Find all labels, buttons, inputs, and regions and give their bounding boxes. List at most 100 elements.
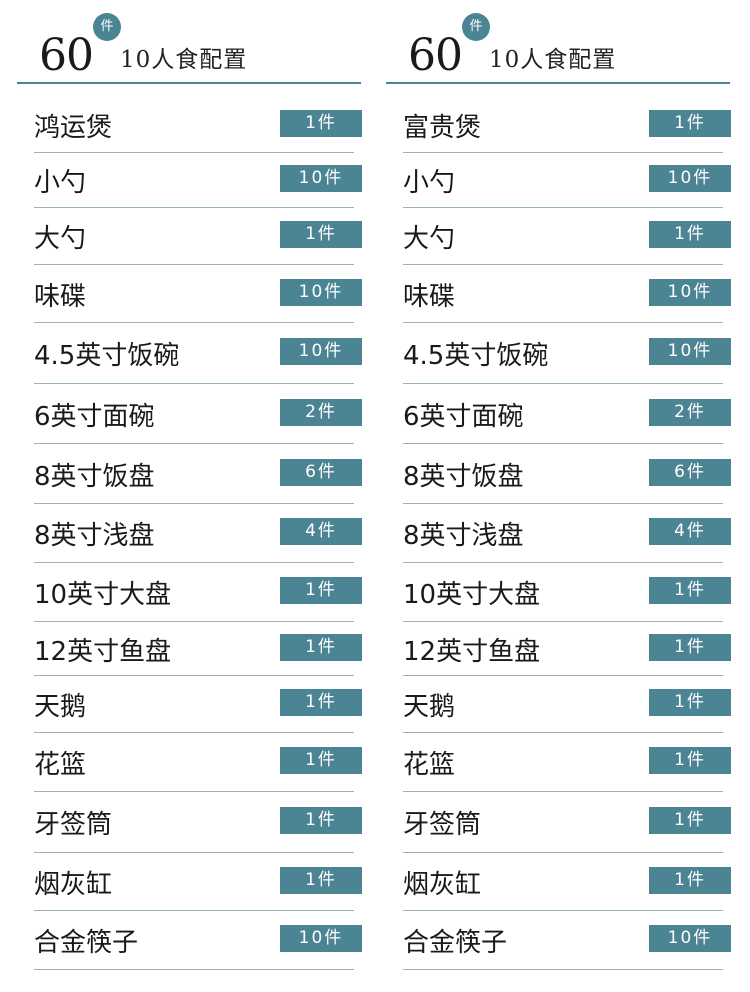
item-name: 8英寸浅盘 xyxy=(403,521,524,551)
list-item: 6英寸面碗 2件 xyxy=(34,384,362,444)
list-item: 牙签筒 1件 xyxy=(34,792,362,853)
row-divider xyxy=(403,852,723,853)
item-name: 味碟 xyxy=(34,281,87,312)
item-quantity-badge: 2件 xyxy=(649,399,731,426)
item-name: 大勺 xyxy=(34,224,87,254)
header-divider xyxy=(386,82,730,84)
item-quantity-badge: 10件 xyxy=(280,338,362,365)
item-quantity-badge: 1件 xyxy=(649,807,731,834)
row-divider xyxy=(34,207,354,208)
list-item: 小勺 10件 xyxy=(34,153,362,208)
list-item: 10英寸大盘 1件 xyxy=(34,563,362,622)
list-item: 富贵煲 1件 xyxy=(403,98,731,153)
item-name: 6英寸面碗 xyxy=(403,401,524,432)
row-divider xyxy=(403,264,723,265)
list-item: 合金筷子 10件 xyxy=(403,911,731,970)
config-subtitle: 10人食配置 xyxy=(120,47,248,73)
list-item: 4.5英寸饭碗 10件 xyxy=(403,323,731,384)
item-quantity-badge: 6件 xyxy=(280,459,362,486)
item-name: 天鹅 xyxy=(34,692,87,722)
item-quantity-badge: 10件 xyxy=(280,925,362,952)
row-divider xyxy=(403,675,723,676)
item-quantity-badge: 1件 xyxy=(649,110,731,137)
item-name: 8英寸饭盘 xyxy=(34,461,155,492)
item-name: 味碟 xyxy=(403,281,456,312)
row-divider xyxy=(34,969,354,970)
list-item: 6英寸面碗 2件 xyxy=(403,384,731,444)
item-quantity-badge: 1件 xyxy=(280,634,362,661)
item-name: 10英寸大盘 xyxy=(403,580,541,610)
row-divider xyxy=(34,621,354,622)
list-item: 4.5英寸饭碗 10件 xyxy=(34,323,362,384)
row-divider xyxy=(403,732,723,733)
item-quantity-badge: 10件 xyxy=(649,279,731,306)
item-name: 小勺 xyxy=(403,168,456,198)
item-quantity-badge: 1件 xyxy=(280,221,362,248)
item-name: 12英寸鱼盘 xyxy=(34,636,172,667)
item-quantity-badge: 10件 xyxy=(649,338,731,365)
item-quantity-badge: 2件 xyxy=(280,399,362,426)
item-name: 牙签筒 xyxy=(403,810,482,840)
list-item: 鸿运煲 1件 xyxy=(34,98,362,153)
item-quantity-badge: 4件 xyxy=(649,518,731,545)
item-name: 天鹅 xyxy=(403,692,456,722)
item-quantity-badge: 1件 xyxy=(280,110,362,137)
item-quantity-badge: 1件 xyxy=(649,221,731,248)
row-divider xyxy=(34,732,354,733)
list-item: 大勺 1件 xyxy=(403,208,731,265)
list-item: 12英寸鱼盘 1件 xyxy=(403,622,731,676)
header-divider xyxy=(17,82,361,84)
item-quantity-badge: 1件 xyxy=(280,689,362,716)
row-divider xyxy=(403,791,723,792)
item-name: 花篮 xyxy=(34,750,87,780)
row-divider xyxy=(34,383,354,384)
item-name: 小勺 xyxy=(34,168,87,198)
list-item: 花篮 1件 xyxy=(403,733,731,792)
column-header: 60 件 10人食配置 xyxy=(17,0,362,84)
list-item: 10英寸大盘 1件 xyxy=(403,563,731,622)
item-quantity-badge: 10件 xyxy=(280,279,362,306)
item-name: 4.5英寸饭碗 xyxy=(403,341,549,371)
list-item: 烟灰缸 1件 xyxy=(34,853,362,911)
item-quantity-badge: 1件 xyxy=(280,867,362,894)
row-divider xyxy=(34,675,354,676)
item-quantity-badge: 1件 xyxy=(649,577,731,604)
row-divider xyxy=(403,562,723,563)
row-divider xyxy=(34,562,354,563)
list-item: 小勺 10件 xyxy=(403,153,731,208)
list-item: 天鹅 1件 xyxy=(34,676,362,733)
piece-count: 60 xyxy=(408,30,463,81)
row-divider xyxy=(34,264,354,265)
item-name: 4.5英寸饭碗 xyxy=(34,341,180,371)
row-divider xyxy=(403,443,723,444)
item-name: 烟灰缸 xyxy=(34,869,113,900)
item-name: 合金筷子 xyxy=(34,928,139,958)
item-quantity-badge: 1件 xyxy=(649,747,731,774)
row-divider xyxy=(403,207,723,208)
row-divider xyxy=(34,503,354,504)
item-name: 8英寸浅盘 xyxy=(34,521,155,551)
item-name: 牙签筒 xyxy=(34,810,113,840)
item-name: 大勺 xyxy=(403,224,456,254)
piece-unit-badge: 件 xyxy=(93,13,121,41)
item-name: 花篮 xyxy=(403,750,456,780)
config-column-left: 60 件 10人食配置 鸿运煲 1件 小勺 10件 大勺 1件 味碟 10件 4.5英寸饭碗 10… xyxy=(17,0,362,992)
row-divider xyxy=(34,152,354,153)
list-item: 味碟 10件 xyxy=(34,265,362,323)
item-quantity-badge: 1件 xyxy=(649,689,731,716)
item-quantity-badge: 10件 xyxy=(280,165,362,192)
list-item: 8英寸饭盘 6件 xyxy=(403,444,731,504)
list-item: 8英寸浅盘 4件 xyxy=(403,504,731,563)
list-item: 8英寸饭盘 6件 xyxy=(34,444,362,504)
piece-unit-badge: 件 xyxy=(462,13,490,41)
item-name: 合金筷子 xyxy=(403,928,508,958)
item-quantity-badge: 1件 xyxy=(280,577,362,604)
row-divider xyxy=(34,443,354,444)
item-quantity-badge: 4件 xyxy=(280,518,362,545)
row-divider xyxy=(34,852,354,853)
row-divider xyxy=(403,969,723,970)
list-item: 天鹅 1件 xyxy=(403,676,731,733)
item-quantity-badge: 1件 xyxy=(280,807,362,834)
item-quantity-badge: 1件 xyxy=(649,634,731,661)
